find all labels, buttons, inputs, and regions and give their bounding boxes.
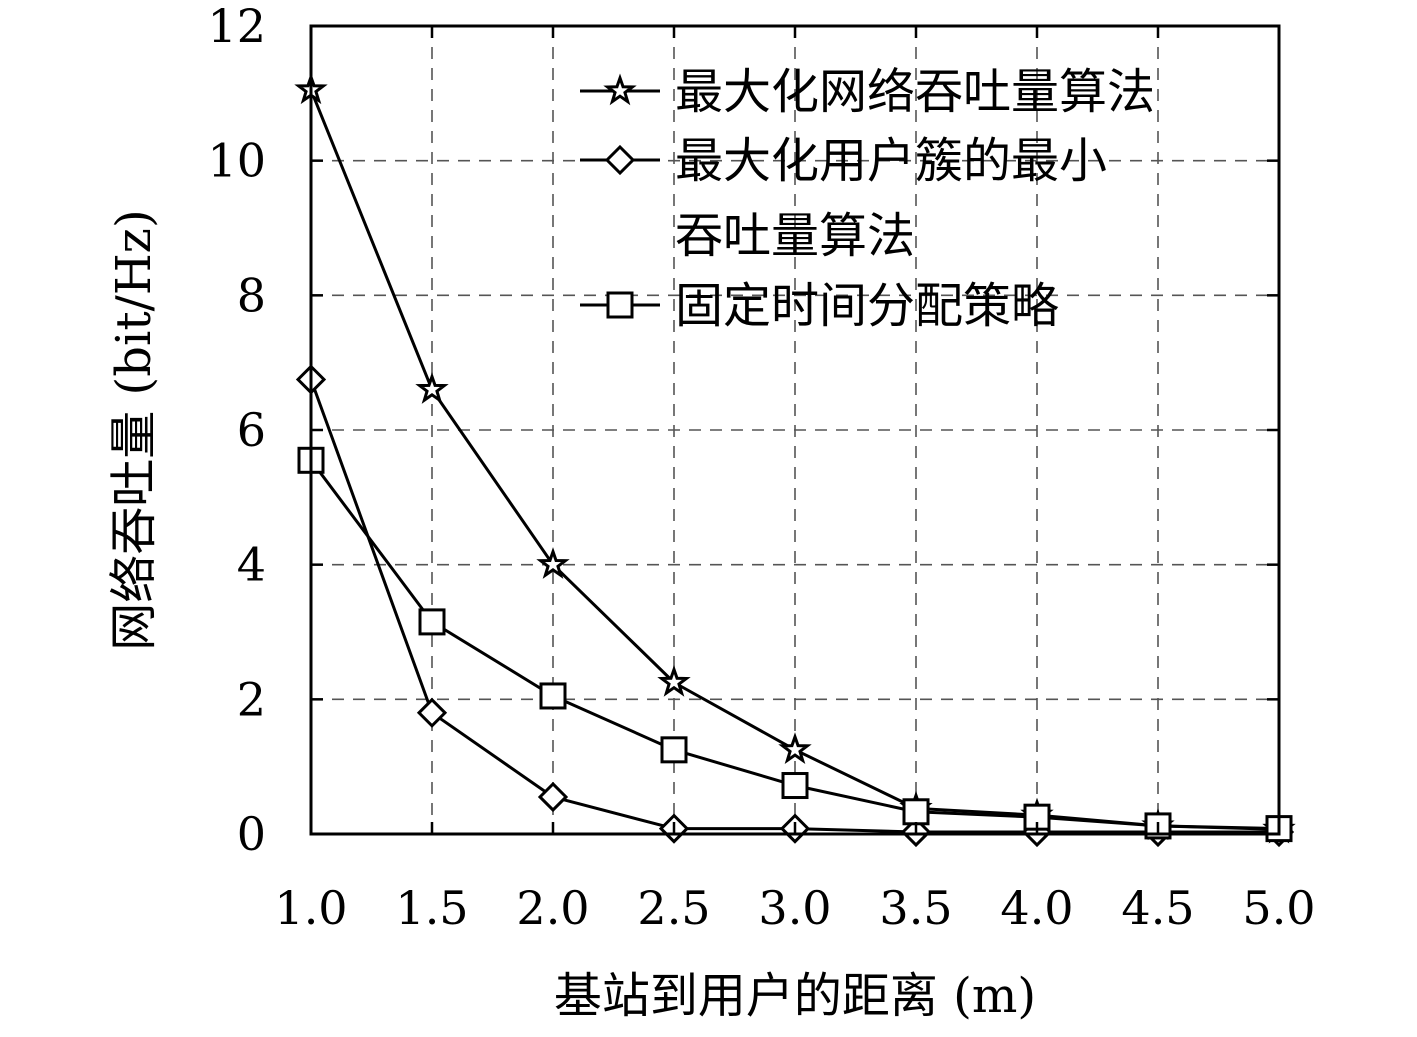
legend-marker: [603, 73, 637, 106]
x-tick-label: 2.0: [516, 881, 589, 935]
y-tick-label: 10: [207, 134, 266, 188]
x-tick-label: 1.0: [274, 881, 347, 935]
y-tick-label: 4: [237, 538, 266, 592]
x-tick-label: 4.0: [1000, 881, 1073, 935]
data-point: [902, 798, 930, 826]
data-point: [539, 682, 567, 710]
legend-entry-3: 固定时间分配策略: [580, 278, 1059, 334]
y-tick-label: 2: [237, 672, 266, 726]
data-point: [657, 664, 691, 697]
legend-marker: [604, 144, 636, 176]
legend-marker: [606, 291, 634, 319]
data-point: [418, 608, 446, 636]
legend-label: 吞吐量算法: [675, 208, 915, 264]
grid: [311, 26, 1279, 834]
x-tick-label: 5.0: [1242, 881, 1315, 935]
data-point: [536, 547, 570, 579]
x-tick-label: 3.5: [879, 881, 952, 935]
legend-label: 固定时间分配策略: [675, 278, 1059, 334]
x-tick-label: 4.5: [1121, 881, 1194, 935]
legend-label: 最大化用户簇的最小: [675, 133, 1107, 189]
data-point: [415, 372, 449, 404]
x-tick-label: 2.5: [637, 881, 710, 935]
data-point: [781, 772, 809, 800]
data-point: [537, 781, 569, 813]
y-tick-label: 12: [207, 0, 266, 53]
x-axis-title: 基站到用户的距离 (m): [554, 968, 1036, 1024]
y-tick-label: 6: [237, 403, 266, 457]
data-point: [416, 697, 448, 728]
tick-labels: 1.0 1.5 2.0 2.5 3.0 3.5 4.0 4.5 5.0 0 2 4 6 8 10 12: [207, 0, 1315, 935]
y-tick-label: 8: [237, 268, 266, 322]
legend-entry-1: 最大化网络吞吐量算法: [580, 64, 1155, 120]
data-point: [778, 732, 812, 765]
y-tick-label: 0: [237, 807, 266, 861]
x-tick-label: 1.5: [395, 881, 468, 935]
y-axis-title: 网络吞吐量 (bit/Hz): [106, 209, 162, 650]
x-tick-label: 3.0: [758, 881, 831, 935]
data-point: [660, 736, 688, 764]
ticks: [309, 24, 1281, 836]
legend-label: 最大化网络吞吐量算法: [675, 64, 1155, 120]
